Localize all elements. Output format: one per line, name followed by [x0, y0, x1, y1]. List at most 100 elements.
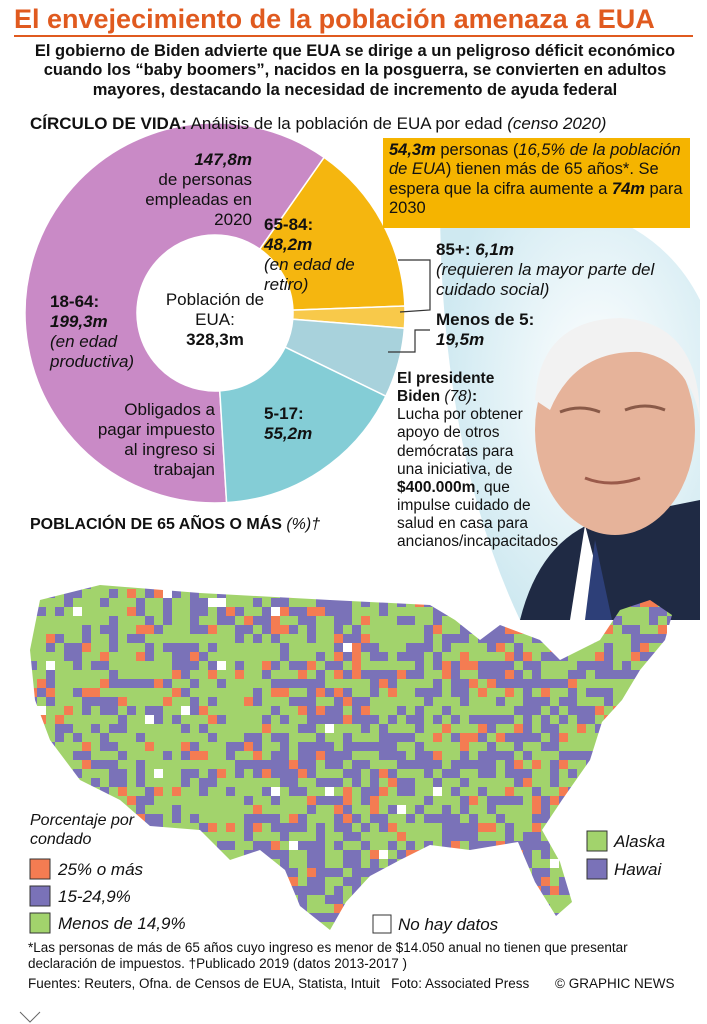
county	[433, 616, 442, 625]
county	[235, 805, 244, 814]
county	[289, 805, 298, 814]
county	[271, 625, 280, 634]
county	[640, 625, 649, 634]
county	[559, 760, 568, 769]
county	[352, 823, 361, 832]
county	[325, 652, 334, 661]
county	[361, 796, 370, 805]
county	[316, 706, 325, 715]
county	[514, 760, 523, 769]
county	[451, 814, 460, 823]
county	[280, 814, 289, 823]
county	[226, 760, 235, 769]
county	[289, 625, 298, 634]
county	[118, 661, 127, 670]
county	[343, 877, 352, 886]
county	[73, 634, 82, 643]
county	[307, 814, 316, 823]
county	[235, 634, 244, 643]
county	[271, 850, 280, 859]
county	[370, 661, 379, 670]
county	[352, 643, 361, 652]
county	[127, 715, 136, 724]
county	[361, 823, 370, 832]
county	[397, 715, 406, 724]
county	[64, 625, 73, 634]
county	[604, 697, 613, 706]
county	[325, 778, 334, 787]
county	[442, 643, 451, 652]
county	[226, 634, 235, 643]
county	[343, 805, 352, 814]
county	[406, 814, 415, 823]
county	[30, 634, 37, 643]
county	[280, 598, 289, 607]
county	[334, 787, 343, 796]
county	[235, 598, 244, 607]
county	[208, 598, 217, 607]
county	[523, 859, 532, 868]
county	[397, 787, 406, 796]
inset-label: Hawai	[614, 860, 662, 879]
county	[496, 823, 505, 832]
county	[424, 724, 433, 733]
county	[154, 769, 163, 778]
county	[46, 724, 55, 733]
county	[496, 679, 505, 688]
title: El envejecimiento de la población amenaz…	[14, 4, 655, 34]
county	[298, 724, 307, 733]
county	[460, 823, 469, 832]
county	[208, 787, 217, 796]
county	[217, 805, 226, 814]
hair	[535, 318, 700, 420]
county	[343, 886, 352, 895]
county	[145, 724, 154, 733]
employed-value: 147,8m	[194, 150, 252, 169]
value-label: 19,5m	[436, 329, 485, 349]
county	[541, 787, 550, 796]
county	[109, 661, 118, 670]
county	[316, 913, 325, 922]
county	[316, 670, 325, 679]
county	[172, 679, 181, 688]
county	[496, 715, 505, 724]
county	[478, 724, 487, 733]
county	[253, 805, 262, 814]
county	[424, 814, 433, 823]
county	[487, 706, 496, 715]
county	[226, 805, 235, 814]
county	[73, 670, 82, 679]
county	[379, 625, 388, 634]
county	[55, 733, 64, 742]
inset-swatch	[586, 830, 608, 852]
county	[100, 715, 109, 724]
county	[325, 904, 334, 913]
county	[343, 697, 352, 706]
county	[244, 661, 253, 670]
county	[226, 841, 235, 850]
county	[406, 724, 415, 733]
county	[37, 643, 46, 652]
county	[586, 670, 595, 679]
county	[154, 814, 163, 823]
county	[316, 616, 325, 625]
county	[352, 769, 361, 778]
county	[343, 679, 352, 688]
county	[370, 778, 379, 787]
county	[280, 616, 289, 625]
county	[397, 616, 406, 625]
county	[460, 679, 469, 688]
county	[181, 625, 190, 634]
county	[424, 778, 433, 787]
county	[172, 670, 181, 679]
county	[415, 661, 424, 670]
county	[415, 733, 424, 742]
county	[361, 760, 370, 769]
county	[64, 616, 73, 625]
county	[280, 859, 289, 868]
county	[622, 643, 631, 652]
county	[244, 778, 253, 787]
county	[361, 724, 370, 733]
county	[208, 832, 217, 841]
county	[298, 796, 307, 805]
